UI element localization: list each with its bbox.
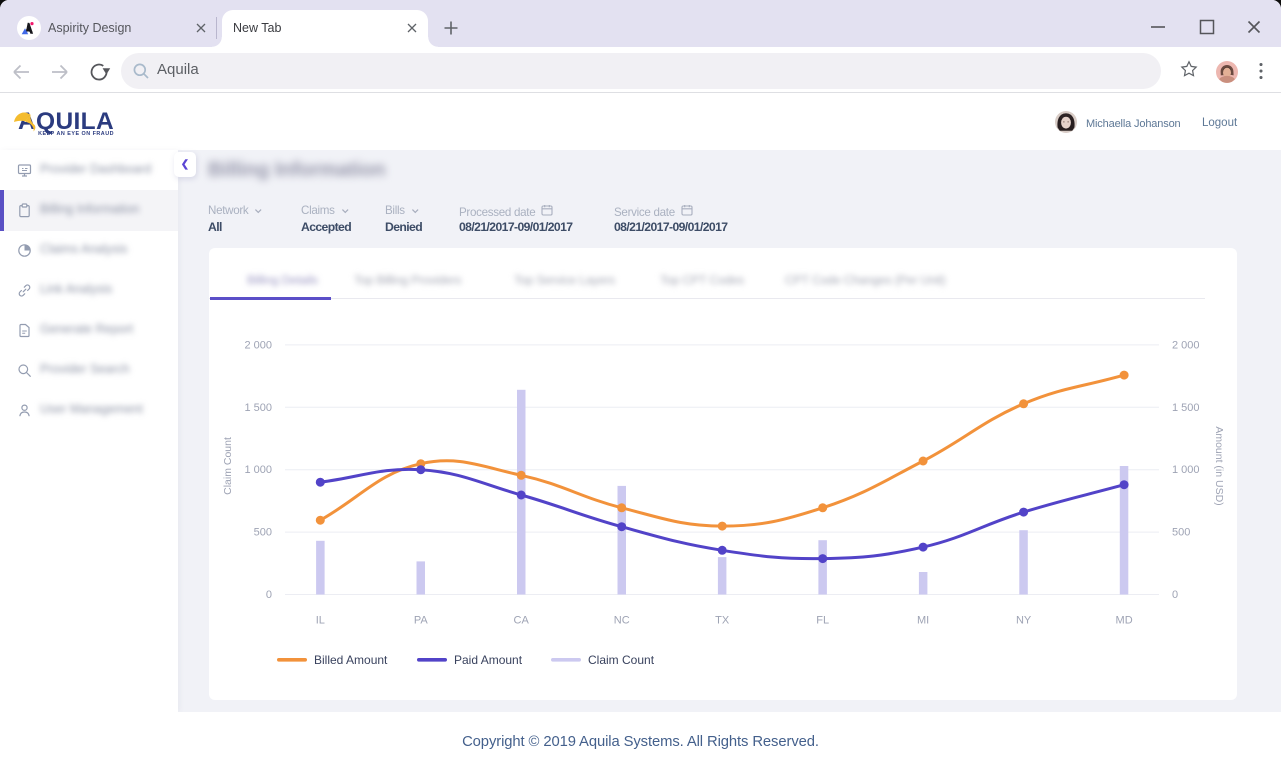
svg-text:KEEP AN EYE ON FRAUD: KEEP AN EYE ON FRAUD: [38, 131, 114, 136]
